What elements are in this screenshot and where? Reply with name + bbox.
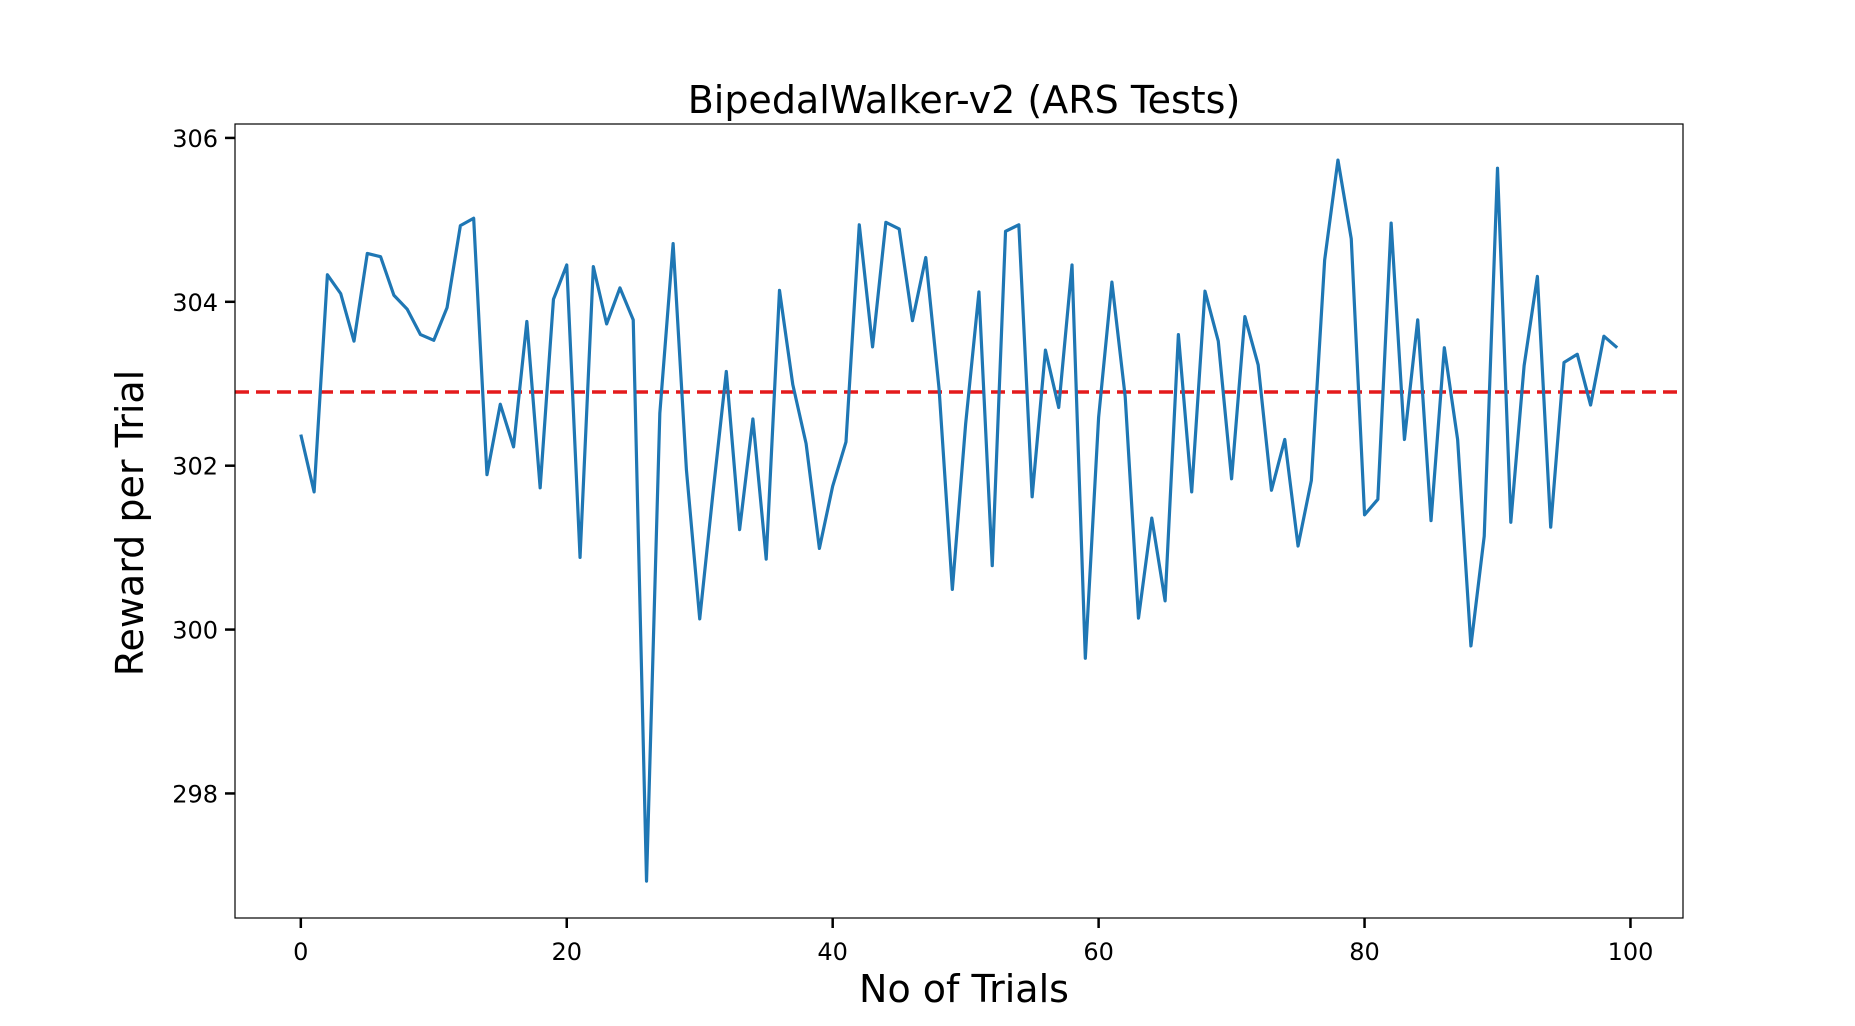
- y-tick-label: 306: [172, 125, 218, 153]
- y-tick-label: 298: [172, 780, 218, 808]
- x-axis: 0 20 40 60 80 100: [293, 918, 1653, 966]
- x-tick-label: 40: [817, 938, 848, 966]
- x-axis-label: No of Trials: [859, 967, 1069, 1011]
- x-tick-label: 0: [293, 938, 308, 966]
- x-tick-label: 100: [1608, 938, 1654, 966]
- chart-title: BipedalWalker-v2 (ARS Tests): [688, 78, 1241, 122]
- y-axis: 298 300 302 304 306: [172, 125, 235, 808]
- y-tick-label: 300: [172, 617, 218, 645]
- plot-frame: [234, 123, 1684, 919]
- series-line-0: [299, 158, 1619, 883]
- plot-area: [235, 158, 1683, 883]
- x-tick-label: 20: [551, 938, 582, 966]
- y-axis-label: Reward per Trial: [108, 370, 152, 676]
- x-tick-label: 80: [1349, 938, 1380, 966]
- y-tick-label: 302: [172, 453, 218, 481]
- x-tick-label: 60: [1083, 938, 1114, 966]
- y-tick-label: 304: [172, 289, 218, 317]
